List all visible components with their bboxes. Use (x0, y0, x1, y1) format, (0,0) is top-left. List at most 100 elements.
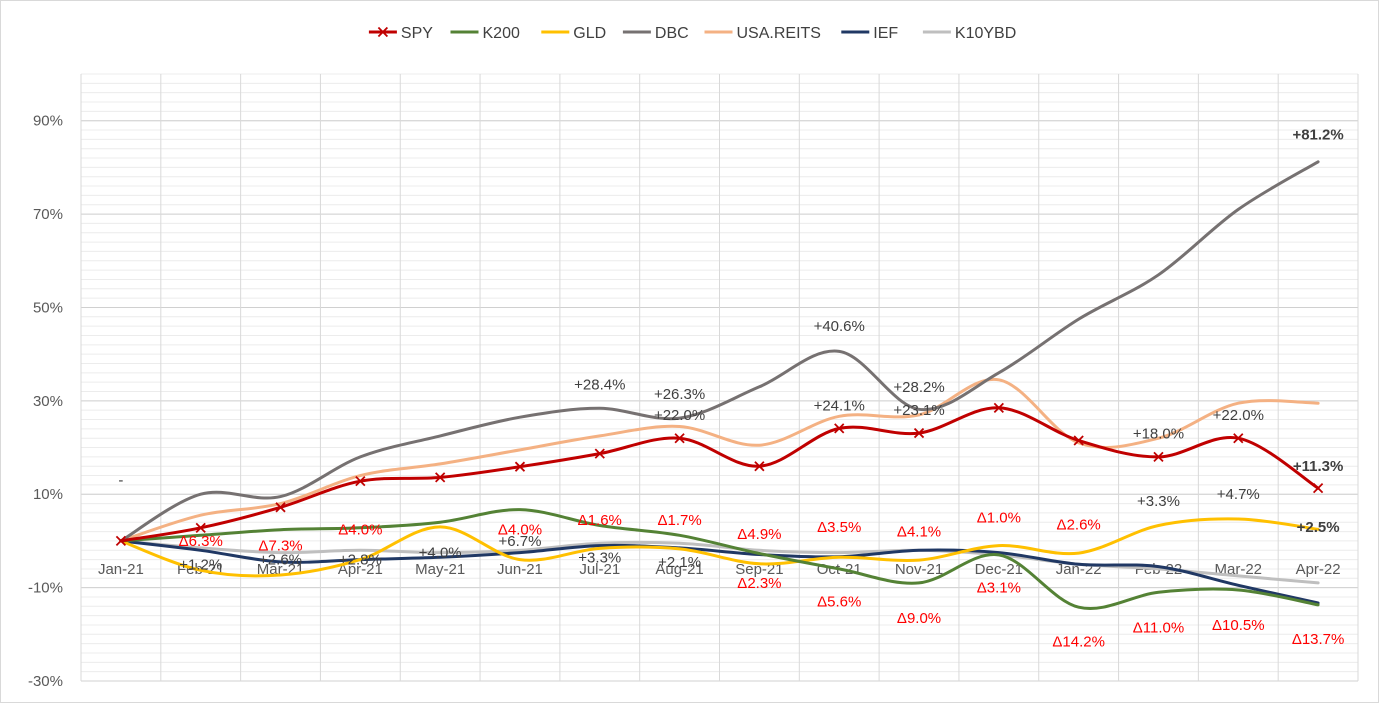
data-label: Δ2.3% (737, 575, 781, 592)
legend-item-k10ybd: K10YBD (922, 25, 1016, 42)
data-label: +28.2% (893, 379, 944, 396)
y-tick-label: 90% (33, 113, 63, 130)
data-point-spy (355, 476, 366, 487)
marker-stroke (1233, 433, 1244, 444)
data-point-spy (435, 472, 446, 483)
data-point-spy (514, 461, 526, 472)
y-tick-label: 70% (33, 206, 63, 223)
legend-label: DBC (655, 25, 689, 42)
data-label: +18.0% (1133, 426, 1184, 443)
data-point-spy (674, 433, 685, 444)
series-line-k200 (119, 508, 1320, 610)
series-line-dbc (119, 160, 1320, 543)
data-label: +26.3% (654, 386, 705, 403)
legend-label: GLD (573, 25, 606, 42)
marker-stroke (594, 448, 605, 459)
series-line-ief (119, 539, 1320, 605)
data-point-spy (1312, 483, 1324, 494)
data-label: Δ4.0% (338, 521, 382, 538)
y-tick-label: 30% (33, 393, 63, 410)
data-label: +4.0% (419, 545, 462, 562)
y-tick-label: -10% (28, 580, 63, 597)
marker-stroke (115, 535, 127, 547)
data-labels: - +28.4% +26.3% +22.0% +40.6% +24.1% +28.2% +23… (118, 127, 1344, 651)
data-label: +3.3% (1137, 493, 1180, 510)
data-point-spy (913, 427, 925, 439)
x-tick-label: May-21 (415, 561, 465, 578)
series-line-usa-reits (119, 378, 1320, 543)
x-tick-label: Jul-21 (579, 561, 620, 578)
data-point-spy (594, 448, 605, 459)
data-label: Δ3.1% (977, 580, 1021, 597)
data-label: Δ1.7% (657, 512, 701, 529)
legend-item-usa-reits: USA.REITS (704, 25, 821, 42)
legend-item-k200: K200 (450, 25, 520, 42)
data-label: - (118, 472, 123, 489)
marker-stroke (1312, 483, 1324, 494)
y-tick-label: 50% (33, 299, 63, 316)
marker-stroke (993, 402, 1004, 413)
legend-label: K200 (483, 25, 520, 42)
data-label: +40.6% (814, 318, 865, 335)
data-point-spy (115, 535, 127, 547)
data-label: +11.3% (1293, 458, 1343, 475)
data-label: Δ1.0% (977, 510, 1021, 527)
data-label: Δ5.6% (817, 594, 861, 611)
marker-stroke (913, 427, 925, 439)
data-point-spy (1233, 433, 1244, 444)
data-label: Δ10.5% (1212, 617, 1265, 634)
data-label: Δ14.2% (1052, 633, 1105, 650)
marker-stroke (435, 472, 446, 483)
x-tick-label: Apr-22 (1296, 561, 1341, 578)
data-point-spy (834, 423, 845, 434)
legend-label: K10YBD (955, 25, 1016, 42)
x-tick-label: Dec-21 (975, 561, 1023, 578)
x-tick-label: Jun-21 (497, 561, 543, 578)
legend-label: SPY (401, 25, 433, 42)
x-tick-label: Nov-21 (895, 561, 943, 578)
data-point-spy (754, 461, 765, 472)
data-label: Δ13.7% (1292, 631, 1345, 648)
data-label: Δ4.0% (498, 521, 542, 538)
data-point-spy (993, 402, 1004, 413)
data-label: Δ4.1% (897, 524, 941, 541)
data-label: Δ6.3% (179, 533, 223, 550)
series-line-spy (119, 406, 1320, 543)
data-label: Δ4.9% (737, 526, 781, 543)
legend-item-spy: SPY (368, 25, 433, 42)
data-label: Δ2.6% (1057, 517, 1101, 534)
marker-stroke (674, 433, 685, 444)
legend-marker (377, 26, 389, 38)
legend-item-gld: GLD (541, 25, 606, 42)
y-tick-label: -30% (28, 673, 63, 690)
marker-stroke (514, 461, 526, 472)
data-label: +22.0% (654, 407, 705, 424)
legend: SPY K200 GLD DBC USA.REITS IEF K10YBD (368, 25, 1016, 42)
data-label: +22.0% (1213, 407, 1264, 424)
series-line-gld (119, 517, 1320, 578)
marker-stroke (275, 502, 286, 513)
data-label: +81.2% (1292, 127, 1343, 144)
y-tick-label: 10% (33, 486, 63, 503)
x-tick-label: Apr-21 (338, 561, 383, 578)
legend-item-dbc: DBC (622, 25, 689, 42)
series-lines (115, 160, 1324, 610)
data-label: +1.2% (179, 556, 222, 573)
data-label: +28.4% (574, 377, 625, 394)
data-label: +4.7% (1217, 486, 1260, 503)
data-point-spy (275, 502, 286, 513)
marker-stroke (754, 461, 765, 472)
data-label: +23.1% (893, 402, 944, 419)
marker-stroke (355, 476, 366, 487)
legend-item-ief: IEF (841, 25, 898, 42)
data-label: Δ1.6% (578, 512, 622, 529)
data-label: Δ11.0% (1133, 619, 1184, 636)
gridlines (80, 73, 1359, 682)
marker-stroke (1153, 451, 1164, 463)
data-label: +3.3% (578, 549, 621, 566)
marker-stroke (834, 423, 845, 434)
data-label: +6.7% (498, 533, 541, 550)
data-label: +2.6% (259, 552, 302, 569)
